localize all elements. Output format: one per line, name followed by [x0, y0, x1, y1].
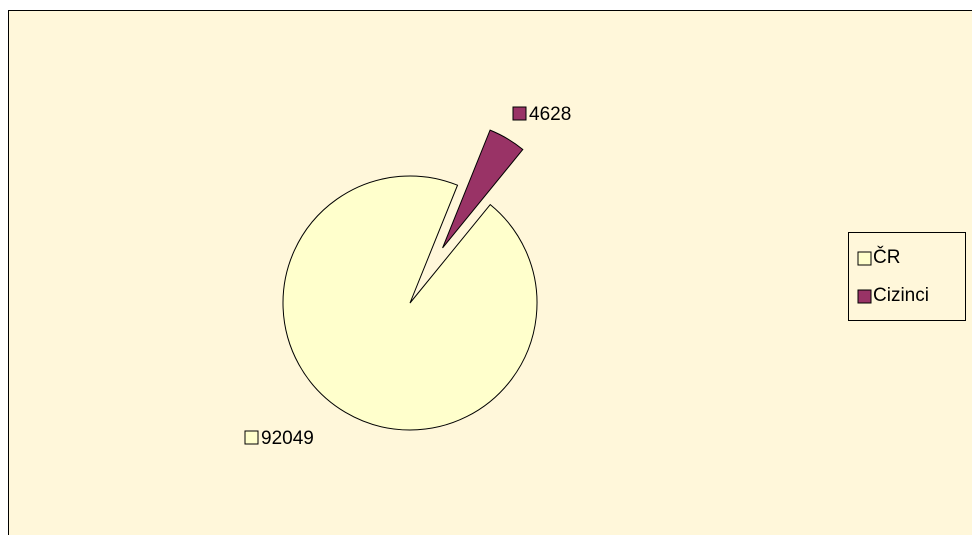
data-label: 92049 [261, 428, 314, 449]
legend-label: Cizinci [873, 285, 929, 306]
legend-label: ČR [873, 246, 900, 268]
pie-slice [282, 175, 538, 431]
legend-key [857, 289, 872, 304]
data-label: 4628 [529, 104, 571, 125]
legend-box [848, 232, 966, 321]
pie-slice [442, 129, 524, 249]
label-key [244, 430, 259, 445]
label-key [512, 106, 527, 121]
legend-key [857, 251, 872, 266]
